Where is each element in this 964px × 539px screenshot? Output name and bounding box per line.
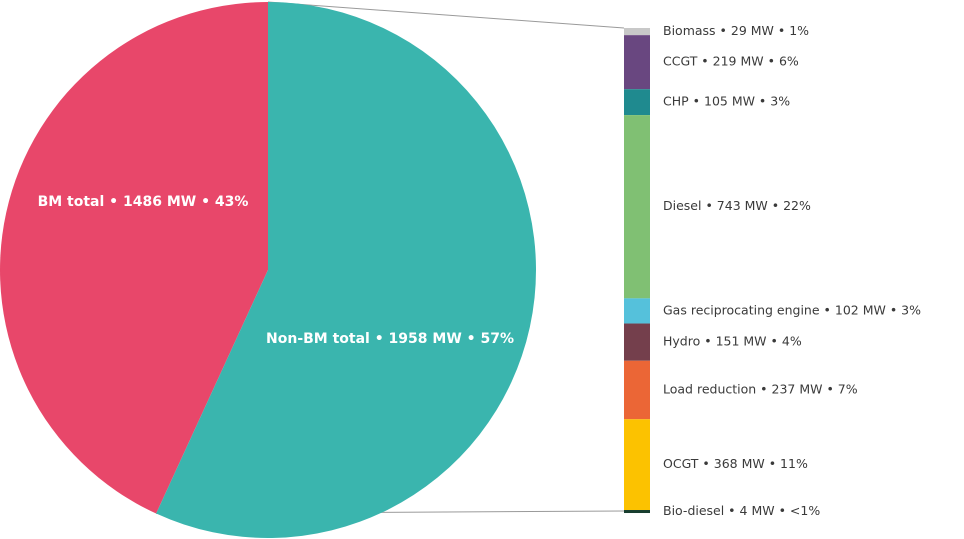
bar-segment-chp — [624, 89, 650, 116]
bar-label-bio-diesel: Bio-diesel • 4 MW • <1% — [663, 503, 820, 518]
pie-label-non-bm-total: Non-BM total • 1958 MW • 57% — [266, 331, 514, 347]
bar-label-ocgt: OCGT • 368 MW • 11% — [663, 456, 808, 471]
bar-segment-diesel — [624, 115, 650, 299]
pie-label-bm-total: BM total • 1486 MW • 43% — [38, 194, 249, 210]
pie — [0, 2, 536, 539]
bar-label-gas-reciprocating-engine: Gas reciprocating engine • 102 MW • 3% — [663, 302, 921, 317]
bar-label-diesel: Diesel • 743 MW • 22% — [663, 198, 811, 213]
bar-segment-bio-diesel — [624, 510, 650, 514]
bar-label-ccgt: CCGT • 219 MW • 6% — [663, 54, 799, 69]
pie-labels: BM total • 1486 MW • 43% Non-BM total • 1… — [38, 194, 514, 347]
bar-segment-ccgt — [624, 35, 650, 90]
bar-segment-hydro — [624, 323, 650, 361]
pie-slice-bm-total — [0, 2, 268, 514]
bar-label-biomass: Biomass • 29 MW • 1% — [663, 23, 809, 38]
breakdown-bar — [624, 28, 650, 514]
bar-segment-load-reduction — [624, 360, 650, 420]
bar-label-load-reduction: Load reduction • 237 MW • 7% — [663, 382, 858, 397]
breakdown-labels: Biomass • 29 MW • 1% CCGT • 219 MW • 6% CH… — [663, 23, 921, 518]
bar-segment-biomass — [624, 28, 650, 36]
bar-label-chp: CHP • 105 MW • 3% — [663, 94, 790, 109]
bar-segment-gas-reciprocating-engine — [624, 298, 650, 324]
bar-segment-ocgt — [624, 419, 650, 511]
pie-slice-non-bm-total — [156, 2, 536, 539]
bar-label-hydro: Hydro • 151 MW • 4% — [663, 334, 802, 349]
connector-line-top — [267, 1, 625, 29]
